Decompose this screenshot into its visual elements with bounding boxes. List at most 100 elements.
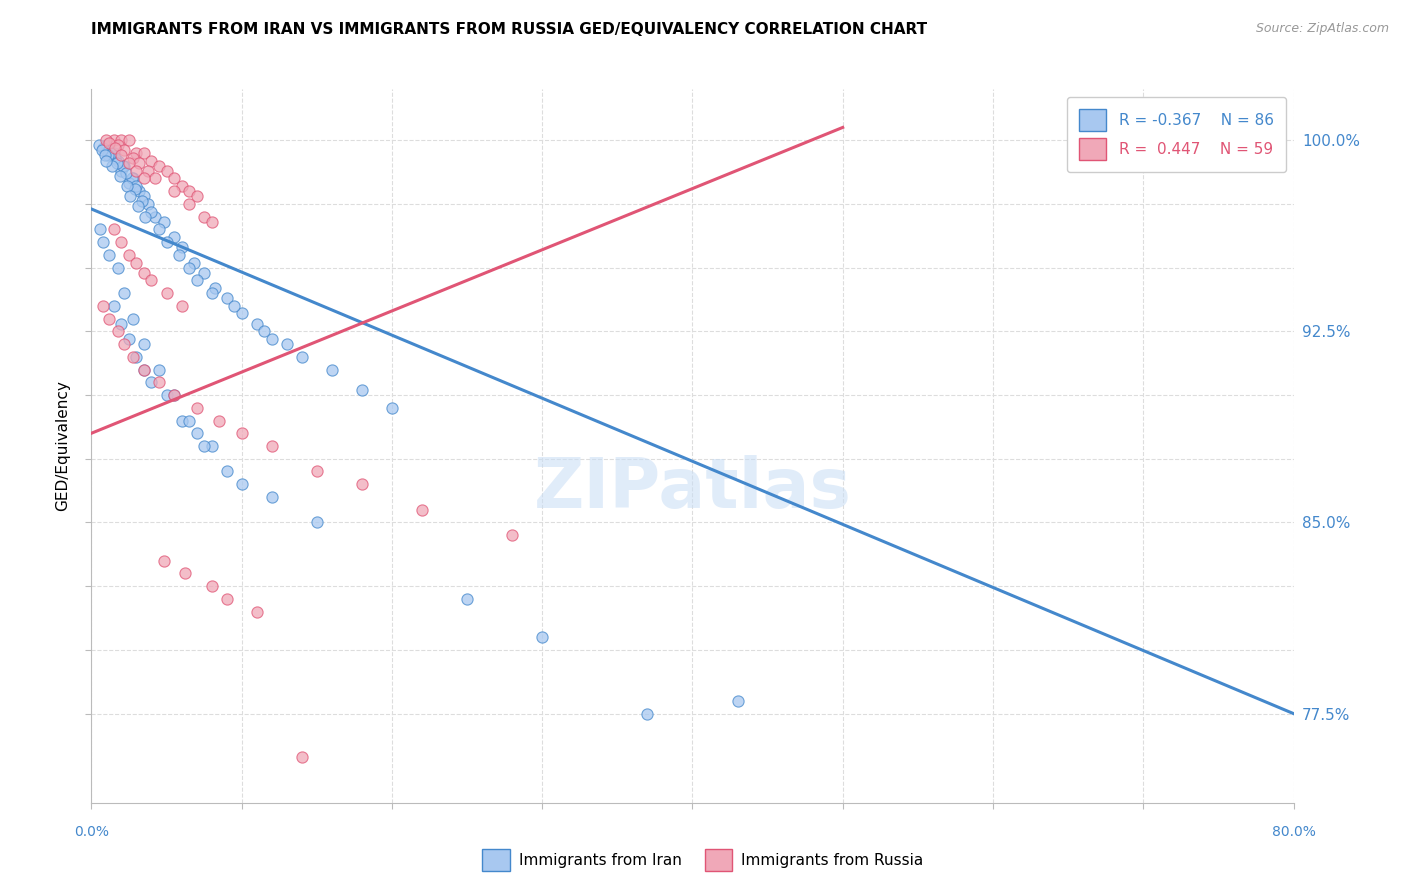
Point bbox=[125, 163, 148, 178]
Point bbox=[305, 465, 328, 479]
Point bbox=[107, 138, 129, 153]
Point bbox=[110, 235, 132, 249]
Point bbox=[121, 171, 143, 186]
Point bbox=[350, 477, 373, 491]
Point bbox=[170, 240, 193, 254]
Text: 80.0%: 80.0% bbox=[1271, 825, 1316, 839]
Point bbox=[96, 133, 118, 147]
Point bbox=[193, 210, 215, 224]
Point bbox=[141, 204, 163, 219]
Point bbox=[124, 181, 146, 195]
Point bbox=[114, 144, 136, 158]
Point bbox=[132, 337, 155, 351]
Y-axis label: GED/Equivalency: GED/Equivalency bbox=[55, 381, 70, 511]
Point bbox=[107, 153, 129, 168]
Point bbox=[155, 163, 177, 178]
Point bbox=[132, 145, 155, 160]
Point bbox=[177, 413, 200, 427]
Point bbox=[152, 554, 174, 568]
Point bbox=[111, 159, 134, 173]
Point bbox=[143, 171, 166, 186]
Point bbox=[177, 184, 200, 198]
Point bbox=[118, 177, 141, 191]
Point bbox=[148, 159, 170, 173]
Point bbox=[122, 171, 145, 186]
Point bbox=[143, 210, 166, 224]
Point bbox=[132, 362, 155, 376]
Text: ZIPatlas: ZIPatlas bbox=[533, 455, 852, 523]
Legend: R = -0.367    N = 86, R =  0.447    N = 59: R = -0.367 N = 86, R = 0.447 N = 59 bbox=[1067, 97, 1286, 172]
Point bbox=[173, 566, 195, 581]
Point bbox=[108, 169, 131, 183]
Point bbox=[103, 145, 125, 160]
Point bbox=[170, 413, 193, 427]
Point bbox=[321, 362, 343, 376]
Point bbox=[148, 362, 170, 376]
Point bbox=[305, 516, 328, 530]
Point bbox=[101, 159, 124, 173]
Point bbox=[531, 630, 554, 644]
Point bbox=[260, 490, 283, 504]
Point bbox=[94, 148, 117, 162]
Point bbox=[125, 145, 148, 160]
Point bbox=[87, 138, 110, 153]
Point bbox=[131, 194, 153, 209]
Point bbox=[155, 388, 177, 402]
Point bbox=[122, 151, 145, 165]
Point bbox=[456, 591, 478, 606]
Point bbox=[93, 299, 115, 313]
Point bbox=[122, 311, 145, 326]
Point bbox=[118, 156, 141, 170]
Point bbox=[103, 133, 125, 147]
Point bbox=[636, 706, 658, 721]
Point bbox=[120, 189, 142, 203]
Point bbox=[89, 222, 111, 236]
Point bbox=[128, 156, 150, 170]
Point bbox=[141, 273, 163, 287]
Text: Source: ZipAtlas.com: Source: ZipAtlas.com bbox=[1256, 22, 1389, 36]
Point bbox=[246, 317, 269, 331]
Point bbox=[246, 605, 269, 619]
Point bbox=[231, 477, 253, 491]
Point bbox=[128, 184, 150, 198]
Point bbox=[93, 235, 115, 249]
Point bbox=[132, 189, 155, 203]
Point bbox=[104, 151, 127, 165]
Point bbox=[381, 401, 404, 415]
Point bbox=[163, 388, 186, 402]
Point bbox=[114, 159, 136, 173]
Point bbox=[125, 179, 148, 194]
Point bbox=[105, 156, 128, 170]
Point bbox=[127, 199, 149, 213]
Text: 0.0%: 0.0% bbox=[75, 825, 108, 839]
Point bbox=[204, 281, 226, 295]
Point bbox=[114, 337, 136, 351]
Point bbox=[201, 286, 224, 301]
Point bbox=[118, 133, 141, 147]
Point bbox=[103, 299, 125, 313]
Point bbox=[215, 291, 238, 305]
Point bbox=[291, 350, 314, 364]
Point bbox=[141, 376, 163, 390]
Point bbox=[118, 332, 141, 346]
Point bbox=[118, 248, 141, 262]
Point bbox=[193, 439, 215, 453]
Point bbox=[96, 138, 118, 153]
Point bbox=[141, 153, 163, 168]
Point bbox=[163, 171, 186, 186]
Point bbox=[215, 591, 238, 606]
Point bbox=[98, 311, 121, 326]
Point bbox=[163, 184, 186, 198]
Point bbox=[122, 350, 145, 364]
Point bbox=[260, 332, 283, 346]
Legend: Immigrants from Iran, Immigrants from Russia: Immigrants from Iran, Immigrants from Ru… bbox=[477, 843, 929, 877]
Point bbox=[276, 337, 298, 351]
Point bbox=[231, 426, 253, 441]
Point bbox=[110, 148, 132, 162]
Point bbox=[260, 439, 283, 453]
Point bbox=[186, 401, 208, 415]
Point bbox=[152, 215, 174, 229]
Point bbox=[501, 528, 523, 542]
Point bbox=[148, 222, 170, 236]
Point bbox=[104, 141, 127, 155]
